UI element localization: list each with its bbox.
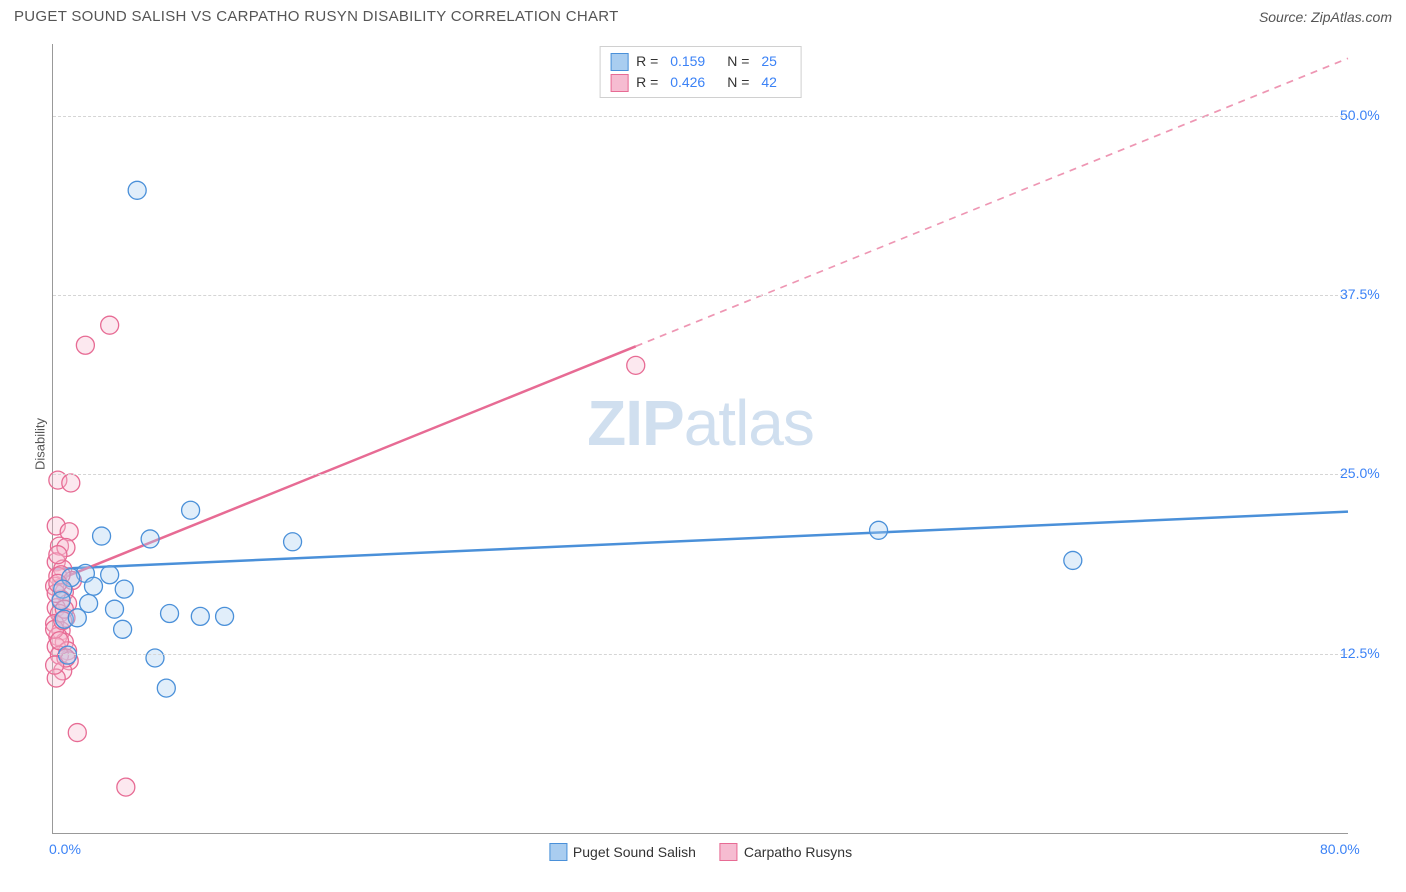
y-tick-label: 50.0%	[1340, 107, 1392, 123]
stats-legend-box: R = 0.159 N = 25 R = 0.426 N = 42	[599, 46, 802, 98]
stats-row-2: R = 0.426 N = 42	[610, 72, 791, 93]
data-point	[182, 501, 200, 519]
data-point	[68, 724, 86, 742]
data-point	[627, 356, 645, 374]
data-point	[161, 605, 179, 623]
data-point	[114, 620, 132, 638]
stats-n-value-2: 42	[761, 72, 777, 93]
data-point	[76, 336, 94, 354]
legend-swatch-pink	[720, 843, 738, 861]
data-point	[141, 530, 159, 548]
legend-label-1: Puget Sound Salish	[573, 844, 696, 860]
stats-row-1: R = 0.159 N = 25	[610, 51, 791, 72]
stats-r-label: R =	[636, 72, 662, 93]
y-axis-label: Disability	[33, 418, 48, 470]
header: PUGET SOUND SALISH VS CARPATHO RUSYN DIS…	[0, 0, 1406, 31]
stats-r-label: R =	[636, 51, 662, 72]
trend-line-dashed	[636, 58, 1348, 346]
stats-swatch-blue	[610, 53, 628, 71]
data-point	[284, 533, 302, 551]
stats-swatch-pink	[610, 74, 628, 92]
source-citation: Source: ZipAtlas.com	[1259, 9, 1392, 25]
data-point	[106, 600, 124, 618]
data-point	[93, 527, 111, 545]
x-tick-label: 80.0%	[1320, 841, 1360, 857]
data-point	[157, 679, 175, 697]
data-svg	[53, 44, 1348, 833]
x-tick-label: 0.0%	[49, 841, 81, 857]
trend-line	[53, 512, 1348, 569]
legend-swatch-blue	[549, 843, 567, 861]
chart-container: Disability ZIPatlas R = 0.159 N = 25 R =…	[40, 44, 1390, 844]
data-point	[216, 607, 234, 625]
grid-line	[53, 654, 1348, 655]
data-point	[101, 316, 119, 334]
data-point	[49, 546, 67, 564]
grid-line	[53, 474, 1348, 475]
bottom-legend: Puget Sound Salish Carpatho Rusyns	[549, 843, 852, 861]
data-point	[68, 609, 86, 627]
stats-n-label: N =	[727, 72, 753, 93]
legend-label-2: Carpatho Rusyns	[744, 844, 852, 860]
data-point	[62, 474, 80, 492]
y-tick-label: 37.5%	[1340, 286, 1392, 302]
data-point	[101, 566, 119, 584]
data-point	[870, 521, 888, 539]
y-tick-label: 25.0%	[1340, 465, 1392, 481]
grid-line	[53, 295, 1348, 296]
data-point	[146, 649, 164, 667]
stats-n-value-1: 25	[761, 51, 777, 72]
stats-r-value-2: 0.426	[670, 72, 705, 93]
stats-r-value-1: 0.159	[670, 51, 705, 72]
data-point	[128, 181, 146, 199]
data-point	[52, 592, 70, 610]
grid-line	[53, 116, 1348, 117]
legend-item-1: Puget Sound Salish	[549, 843, 696, 861]
data-point	[1064, 551, 1082, 569]
stats-n-label: N =	[727, 51, 753, 72]
data-point	[191, 607, 209, 625]
plot-area: ZIPatlas R = 0.159 N = 25 R = 0.426 N = …	[52, 44, 1348, 834]
data-point	[84, 577, 102, 595]
data-point	[117, 778, 135, 796]
chart-title: PUGET SOUND SALISH VS CARPATHO RUSYN DIS…	[14, 8, 619, 25]
data-point	[115, 580, 133, 598]
legend-item-2: Carpatho Rusyns	[720, 843, 852, 861]
y-tick-label: 12.5%	[1340, 645, 1392, 661]
data-point	[59, 646, 77, 664]
